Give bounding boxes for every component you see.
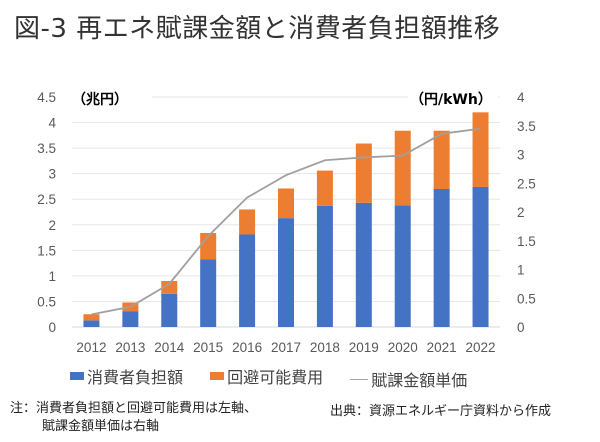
- right-tick-label: 2.5: [517, 176, 536, 191]
- legend-line-gray: [350, 378, 369, 380]
- bar-avoidable-cost: [161, 281, 178, 294]
- x-axis-ticks: 2012 2013 2014 2015 2016 2017 2018 2019 2020 2021…: [76, 340, 495, 355]
- bar-avoidable-cost: [433, 130, 450, 189]
- legend-item-unit-price: 賦課金額単価: [350, 367, 467, 391]
- x-tick-label: 2018: [310, 340, 340, 355]
- x-tick-label: 2022: [466, 340, 496, 355]
- chart-title: 図-3 再エネ賦課金額と消費者負担額推移: [14, 14, 501, 44]
- right-tick-label: 0.5: [517, 291, 536, 306]
- bar-consumer-burden: [83, 320, 100, 327]
- bar-consumer-burden: [316, 205, 333, 327]
- bar-avoidable-cost: [200, 232, 217, 260]
- right-tick-label: 4: [517, 90, 525, 105]
- bar-avoidable-cost: [394, 130, 411, 206]
- left-tick-label: 3.5: [37, 141, 56, 156]
- left-tick-label: 3: [48, 167, 56, 182]
- bar-consumer-burden: [200, 259, 217, 327]
- left-tick-label: 0.5: [37, 294, 56, 309]
- bar-avoidable-cost: [316, 170, 333, 206]
- left-axis-unit: （兆円）: [72, 92, 128, 108]
- bar-avoidable-cost: [472, 112, 489, 187]
- left-tick-label: 1: [48, 269, 56, 284]
- bar-avoidable-cost: [83, 314, 100, 321]
- right-unit-bg: [408, 88, 498, 108]
- right-tick-label: 1: [517, 263, 525, 278]
- x-tick-label: 2021: [427, 340, 457, 355]
- bar-avoidable-cost: [278, 188, 294, 219]
- bar-consumer-burden: [472, 186, 489, 327]
- right-axis-ticks: 0 0.5 1 1.5 2 2.5 3 3.5 4: [517, 90, 536, 335]
- footnote-line-2: 賦課金額単価は右軸: [42, 419, 160, 434]
- source-note: 出典：資源エネルギー庁資料から作成: [330, 404, 552, 419]
- x-tick-label: 2013: [115, 340, 145, 355]
- legend-label: 消費者負担額: [87, 368, 184, 387]
- x-tick-label: 2019: [349, 340, 379, 355]
- x-tick-label: 2020: [388, 340, 418, 355]
- legend-label: 回避可能費用: [227, 368, 324, 387]
- bar-avoidable-cost: [239, 209, 256, 235]
- bar-consumer-burden: [161, 293, 178, 327]
- left-tick-label: 1.5: [37, 243, 56, 258]
- bar-consumer-burden: [433, 189, 450, 327]
- x-tick-label: 2017: [271, 340, 301, 355]
- legend-item-avoidable-cost: 回避可能費用: [210, 364, 323, 388]
- right-tick-label: 0: [517, 320, 525, 335]
- left-tick-label: 4: [48, 116, 56, 131]
- bar-consumer-burden: [278, 218, 294, 327]
- unit-price-line: [91, 127, 481, 316]
- bar-consumer-burden: [239, 234, 256, 327]
- legend-label: 賦課金額単価: [371, 371, 468, 391]
- unit-price-line-group: [91, 127, 481, 316]
- right-tick-label: 3.5: [517, 119, 536, 134]
- right-tick-label: 1.5: [517, 234, 536, 249]
- left-tick-label: 2: [48, 218, 56, 233]
- legend-swatch-orange: [210, 372, 225, 380]
- right-tick-label: 2: [517, 205, 525, 220]
- legend: 消費者負担額 回避可能費用 賦課金額単価: [70, 364, 489, 391]
- left-unit-bg: [68, 88, 152, 108]
- footnote-line-1: 注：消費者負担額と回避可能費用は左軸、: [10, 401, 258, 416]
- right-axis-unit: （円/kWh）: [410, 92, 492, 108]
- bar-consumer-burden: [394, 205, 411, 327]
- legend-item-consumer-burden: 消費者負担額: [70, 364, 183, 388]
- bar-consumer-burden: [122, 311, 139, 327]
- right-tick-label: 3: [517, 148, 525, 163]
- x-tick-label: 2016: [232, 340, 262, 355]
- left-tick-label: 2.5: [37, 192, 56, 207]
- x-tick-label: 2014: [154, 340, 185, 355]
- left-tick-label: 0: [48, 320, 56, 335]
- footnote: 注：消費者負担額と回避可能費用は左軸、 賦課金額単価は右軸: [10, 400, 257, 436]
- x-tick-label: 2015: [193, 340, 223, 355]
- bar-consumer-burden: [355, 202, 372, 327]
- legend-swatch-blue: [70, 372, 84, 380]
- x-tick-label: 2012: [76, 340, 106, 355]
- bar-avoidable-cost: [355, 143, 372, 203]
- left-axis-ticks: 0 0.5 1 1.5 2 2.5 3 3.5 4 4.5: [37, 90, 56, 335]
- left-tick-label: 4.5: [37, 90, 56, 105]
- bars: [83, 112, 489, 327]
